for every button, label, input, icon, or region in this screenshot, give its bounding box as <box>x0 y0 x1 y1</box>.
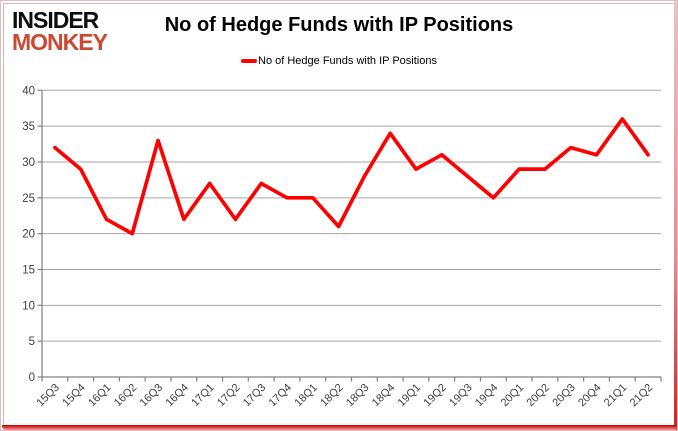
x-tick-label: 20Q2 <box>525 382 553 410</box>
y-tick-label: 20 <box>22 229 35 241</box>
x-tick-label: 18Q4 <box>370 382 398 410</box>
y-tick-label: 40 <box>22 85 35 97</box>
x-tick-label: 19Q2 <box>421 382 449 410</box>
insider-monkey-logo: INSIDER MONKEY <box>12 7 108 55</box>
y-tick-label: 30 <box>22 157 35 169</box>
x-tick-label: 19Q3 <box>447 382 475 410</box>
chart-legend: No of Hedge Funds with IP Positions <box>1 55 677 67</box>
legend-line-marker-icon <box>241 59 258 63</box>
x-tick-label: 17Q1 <box>189 382 217 410</box>
x-tick-label: 20Q4 <box>576 382 604 410</box>
x-tick-label: 15Q4 <box>60 382 88 410</box>
frame-bottom-border <box>2 425 677 430</box>
x-tick-label: 19Q4 <box>473 382 501 410</box>
x-tick-label: 16Q3 <box>138 382 166 410</box>
y-tick-label: 10 <box>22 300 35 312</box>
logo-line-monkey: MONKEY <box>12 28 108 55</box>
x-tick-label: 18Q1 <box>292 382 320 410</box>
x-tick-label: 17Q4 <box>267 382 295 410</box>
logo-line-insider: INSIDER <box>12 7 99 33</box>
y-tick-label: 35 <box>22 121 35 133</box>
x-tick-label: 15Q3 <box>34 382 62 410</box>
series-line <box>53 117 650 236</box>
x-tick-label: 21Q2 <box>628 382 656 410</box>
chart-title: No of Hedge Funds with IP Positions <box>164 14 514 36</box>
x-tick-label: 17Q2 <box>215 382 243 410</box>
x-tick-label: 18Q3 <box>344 382 372 410</box>
y-tick-label: 15 <box>22 264 35 276</box>
y-tick-label: 25 <box>22 193 35 205</box>
x-tick-label: 17Q3 <box>241 382 269 410</box>
x-tick-label: 19Q1 <box>396 382 424 410</box>
x-tick-label: 16Q2 <box>112 382 140 410</box>
x-tick-label: 18Q2 <box>318 382 346 410</box>
x-tick-label: 20Q3 <box>550 382 578 410</box>
y-tick-label: 0 <box>29 372 35 384</box>
x-tick-label: 20Q1 <box>499 382 527 410</box>
x-tick-label: 21Q1 <box>602 382 630 410</box>
y-tick-label: 5 <box>29 336 35 348</box>
frame-right-border <box>674 1 677 430</box>
x-tick-label: 16Q1 <box>86 382 114 410</box>
legend-series-label: No of Hedge Funds with IP Positions <box>258 55 437 67</box>
x-tick-label: 16Q4 <box>163 382 191 410</box>
